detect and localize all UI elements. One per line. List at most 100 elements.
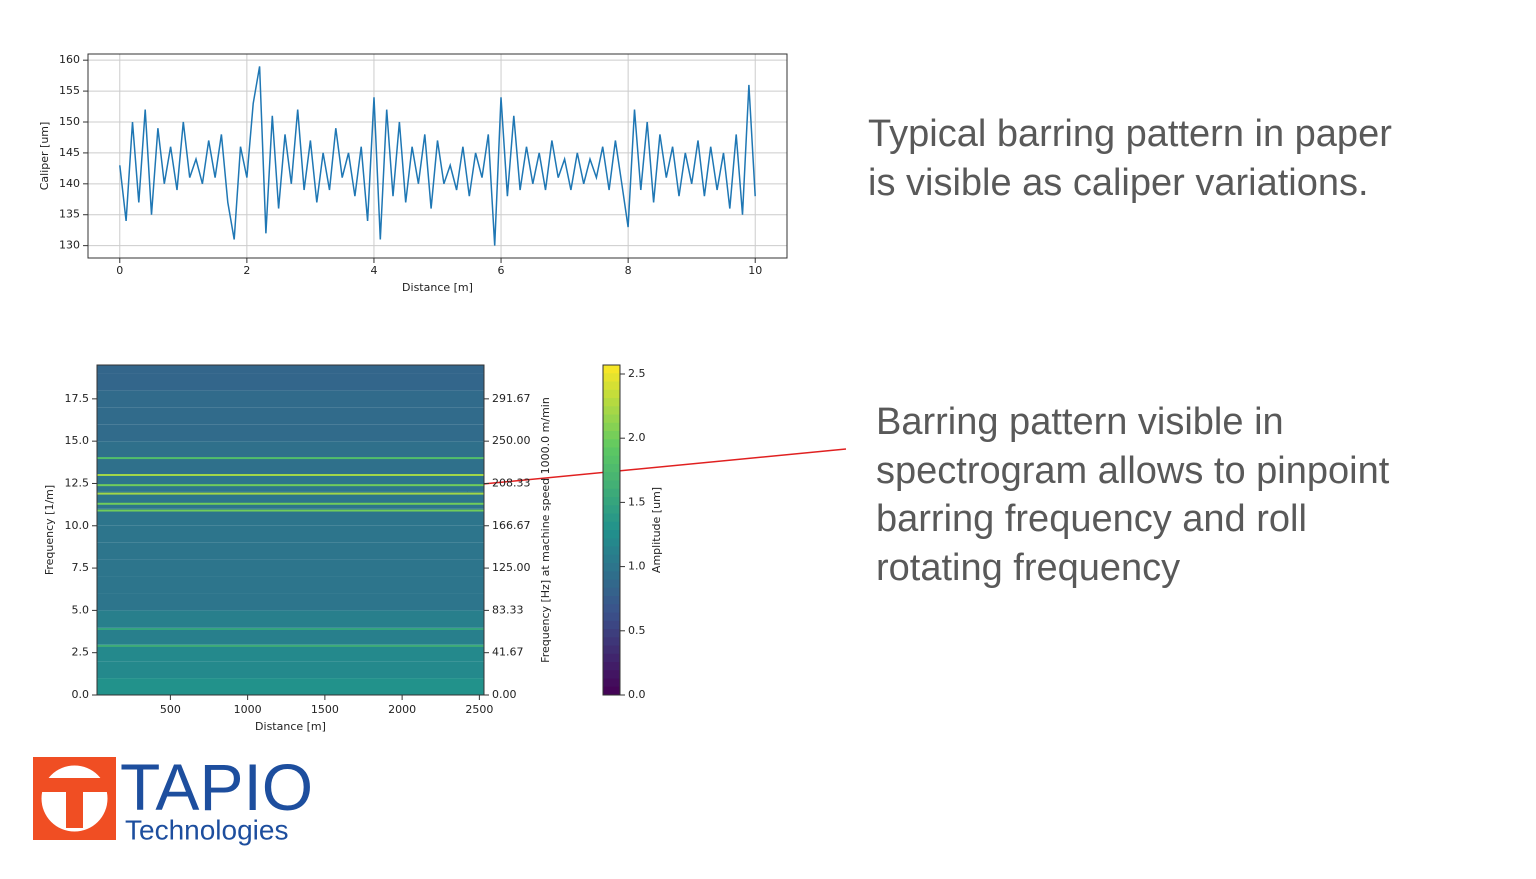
colorbar-cell [603, 587, 620, 597]
colorbar-cell [603, 612, 620, 622]
y-tick-label: 145 [59, 146, 80, 159]
colorbar-cell [603, 579, 620, 589]
x-tick-label: 6 [498, 264, 505, 277]
y2-tick-label: 83.33 [492, 603, 524, 616]
peak-line [97, 644, 484, 647]
colorbar-cell [603, 389, 620, 399]
plot-frame [96, 364, 485, 696]
y-tick-label: 160 [59, 53, 80, 66]
colorbar-cell [603, 604, 620, 613]
heat-row [97, 508, 484, 526]
x-axis-label: Distance [m] [402, 281, 473, 294]
colorbar-tick-label: 1.0 [628, 560, 646, 573]
colorbar-cell [603, 637, 620, 646]
arrow [461, 448, 847, 487]
heat-row [97, 407, 484, 425]
logo-subtitle: Technologies [125, 814, 288, 845]
y-tick-label: 5.0 [72, 603, 90, 616]
colorbar-cell [603, 596, 620, 605]
peak-line [97, 474, 484, 476]
peak-line [97, 492, 484, 495]
colorbar-cell [603, 645, 620, 655]
heat-row [97, 627, 484, 645]
slide-text: is visible as caliper variations. [868, 162, 1369, 204]
colorbar-cell [603, 662, 620, 671]
colorbar-cell [603, 546, 620, 556]
peak-line [97, 484, 484, 487]
colorbar-cell [603, 488, 620, 498]
heat-row [97, 559, 484, 577]
heat-row [97, 661, 484, 679]
y-tick-label: 2.5 [72, 646, 90, 659]
logo: TAPIO Technologies [33, 750, 313, 845]
colorbar-tick-label: 0.5 [628, 624, 646, 637]
colorbar-tick-label: 2.0 [628, 431, 646, 444]
y2-tick-label: 41.67 [492, 646, 524, 659]
y2-tick-label: 0.00 [492, 688, 517, 701]
y-axis-label: Caliper [um] [38, 122, 51, 191]
colorbar-cell [603, 398, 620, 407]
colorbar-cell [603, 472, 620, 481]
heat-row [97, 542, 484, 560]
colorbar-cell [603, 620, 620, 630]
colorbar-cell [603, 521, 620, 531]
y-tick-label: 12.5 [65, 476, 90, 489]
y-tick-label: 150 [59, 115, 80, 128]
colorbar-tick-label: 1.5 [628, 495, 646, 508]
colorbar-label: Amplitude [um] [650, 487, 663, 573]
y2-tick-label: 125.00 [492, 561, 531, 574]
heat-row [97, 525, 484, 543]
x-tick-label: 4 [370, 264, 377, 277]
colorbar-tick-label: 2.5 [628, 367, 646, 380]
y-tick-label: 17.5 [65, 392, 90, 405]
y-axis-label: Frequency [1/m] [43, 485, 56, 575]
y-tick-label: 15.0 [65, 434, 90, 447]
colorbar-cell [603, 571, 620, 580]
y-tick-label: 155 [59, 84, 80, 97]
x-tick-label: 2500 [465, 703, 493, 716]
slide-text: barring frequency and roll [876, 498, 1307, 540]
heat-row [97, 373, 484, 391]
plot-frame [87, 53, 788, 259]
logo-name: TAPIO [120, 750, 313, 824]
y2-tick-label: 291.67 [492, 392, 531, 405]
x-tick-label: 1000 [234, 703, 262, 716]
peak-line [97, 457, 484, 460]
colorbar-cell [603, 563, 620, 572]
x-tick-label: 2 [243, 264, 250, 277]
heat-row [97, 593, 484, 611]
heat-row [97, 475, 484, 492]
colorbar-cell [603, 480, 620, 490]
colorbar-cell [603, 447, 620, 457]
colorbar-cell [603, 513, 620, 523]
x-tick-label: 500 [160, 703, 181, 716]
peak-line [97, 502, 484, 505]
heat-row [97, 390, 484, 408]
heat-row [97, 576, 484, 594]
colorbar-cell [603, 629, 620, 638]
y2-tick-label: 250.00 [492, 434, 531, 447]
colorbar-cell [603, 422, 620, 432]
colorbar-cell [603, 381, 620, 391]
colorbar-cell [603, 653, 620, 663]
heat-row [97, 441, 484, 459]
slide-text: rotating frequency [876, 547, 1180, 589]
y-tick-label: 0.0 [72, 688, 90, 701]
colorbar-cell [603, 538, 620, 547]
y2-tick-label: 166.67 [492, 519, 531, 532]
y-tick-label: 135 [59, 208, 80, 221]
peak-line [97, 509, 484, 512]
heat-row [97, 424, 484, 442]
logo-mark [66, 778, 83, 828]
heat-row [97, 610, 484, 628]
x-tick-label: 8 [625, 264, 632, 277]
y-tick-label: 130 [59, 239, 80, 252]
colorbar-cell [603, 431, 620, 440]
heat-row [97, 458, 484, 475]
y-tick-label: 140 [59, 177, 80, 190]
colorbar-cell [603, 373, 620, 382]
line [119, 66, 756, 246]
colorbar-cell [603, 455, 620, 465]
x-tick-label: 2000 [388, 703, 416, 716]
colorbar-cell [603, 554, 620, 564]
